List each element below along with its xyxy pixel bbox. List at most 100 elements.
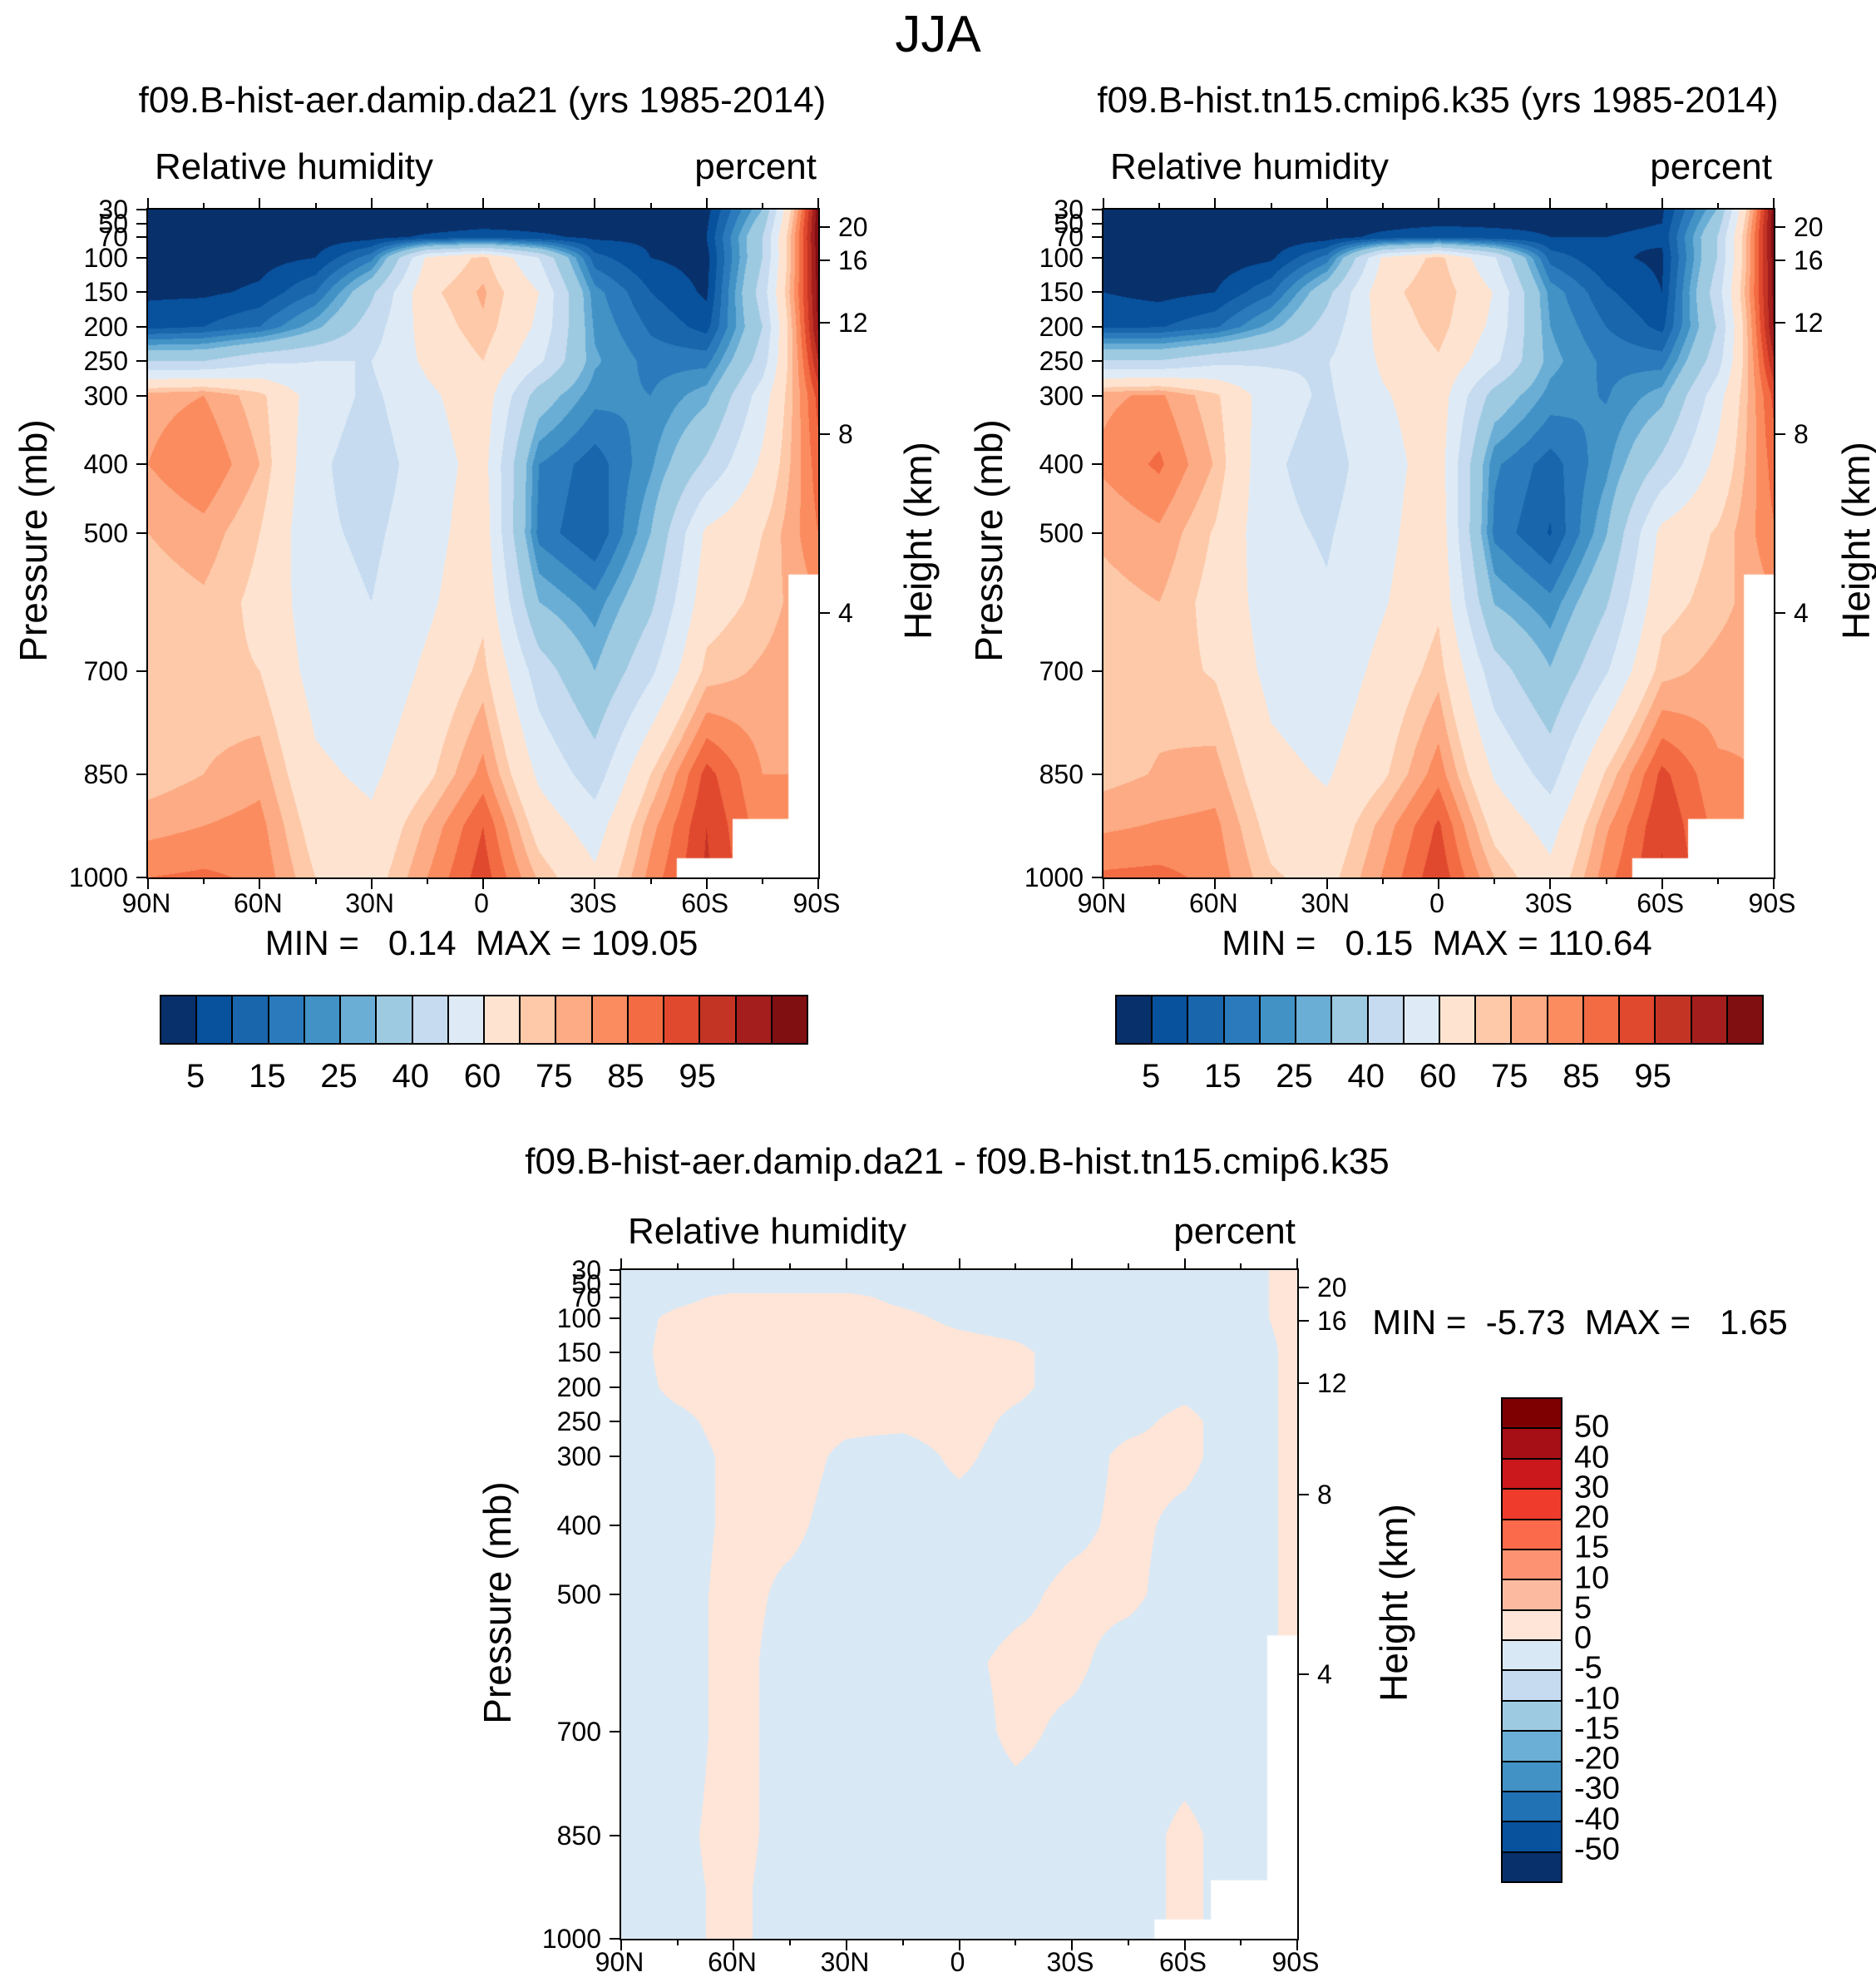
lat-tick bbox=[1605, 203, 1607, 210]
pressure-tick-label: 100 bbox=[1039, 242, 1084, 273]
colorbar-cell bbox=[626, 996, 664, 1043]
panel-b-units-label: percent bbox=[1650, 146, 1772, 187]
lat-tick bbox=[482, 877, 484, 889]
pressure-tick-label: 1000 bbox=[541, 1923, 601, 1954]
pressure-tick-label: 700 bbox=[83, 655, 128, 686]
lat-tick bbox=[620, 1258, 622, 1270]
colorbar-tick-label: 25 bbox=[320, 1058, 358, 1095]
colorbar-cell bbox=[303, 996, 340, 1043]
lat-tick bbox=[1270, 877, 1272, 884]
pressure-tick-label: 700 bbox=[556, 1717, 601, 1747]
height-tick bbox=[1297, 1381, 1309, 1384]
pressure-tick bbox=[610, 1834, 621, 1836]
lat-tick bbox=[1549, 877, 1552, 889]
pressure-tick-label: 30 bbox=[1054, 194, 1084, 225]
pressure-tick-label: 70 bbox=[571, 1282, 601, 1312]
colorbar-tick-label: -30 bbox=[1574, 1771, 1620, 1807]
plot-frame-a: 30 50 70 100 150 200 250 300 400 500 700 850 1000 20 1… bbox=[69, 196, 868, 891]
pressure-tick bbox=[1092, 394, 1103, 397]
colorbar-cell bbox=[1510, 996, 1547, 1043]
lat-tick-label: 0 bbox=[950, 1947, 965, 1977]
pressure-tick-label: 200 bbox=[83, 311, 128, 342]
colorbar-cell bbox=[1503, 1851, 1561, 1881]
lat-tick bbox=[789, 1263, 792, 1270]
lat-tick bbox=[958, 1939, 960, 1950]
pressure-tick bbox=[610, 1317, 621, 1320]
colorbar-cell bbox=[1503, 1730, 1561, 1761]
colorbar-tick-label: 25 bbox=[1276, 1058, 1313, 1095]
lat-tick bbox=[705, 198, 708, 210]
lat-tick bbox=[1493, 203, 1496, 210]
colorbar-cell bbox=[339, 996, 376, 1043]
colorbar-tick-label: 60 bbox=[1419, 1058, 1457, 1095]
colorbar-tick-label: 40 bbox=[1347, 1058, 1385, 1095]
colorbar-cell bbox=[1654, 996, 1691, 1043]
colorbar-tick-label: -40 bbox=[1574, 1802, 1620, 1836]
colorbar-cell bbox=[1690, 996, 1726, 1043]
colorbar-diff-labels: 50 40 30 20 15 10 5 0 -5 -10 -15 -20 -30 -40 -50 bbox=[1501, 1397, 1620, 1880]
lat-tick bbox=[901, 1939, 904, 1945]
lat-tick bbox=[1716, 877, 1719, 884]
height-tick bbox=[1297, 1494, 1309, 1496]
pressure-tick-label: 30 bbox=[571, 1254, 601, 1285]
lat-tick bbox=[1326, 877, 1328, 889]
pressure-tick-label: 200 bbox=[1039, 311, 1084, 342]
colorbar-cell bbox=[1151, 996, 1187, 1043]
lat-tick bbox=[789, 1939, 792, 1945]
pressure-tick bbox=[1092, 209, 1103, 210]
panel-a-field-label: Relative humidity bbox=[155, 146, 434, 187]
colorbar-cell bbox=[1503, 1518, 1561, 1549]
contour-canvas-a bbox=[148, 210, 818, 877]
colorbar-cell bbox=[482, 996, 520, 1043]
lat-axis-a: 90N 60N 30N 0 30S 60S 90S bbox=[122, 888, 841, 923]
lat-tick bbox=[649, 877, 652, 884]
lat-tick bbox=[817, 877, 819, 889]
pressure-tick bbox=[136, 222, 148, 225]
pressure-tick-label: 250 bbox=[83, 345, 128, 376]
lat-tick-label: 60S bbox=[1159, 1947, 1207, 1977]
height-axis-title-a: Height (km) bbox=[896, 442, 940, 640]
height-tick-label: 12 bbox=[1794, 307, 1824, 338]
colorbar-cell bbox=[1503, 1821, 1561, 1851]
lat-tick bbox=[1070, 1939, 1073, 1950]
pressure-tick-label: 300 bbox=[1039, 380, 1084, 411]
pressure-tick bbox=[136, 209, 148, 210]
colorbar-cell bbox=[1503, 1790, 1561, 1821]
colorbar-tick-label: 60 bbox=[463, 1058, 501, 1095]
lat-tick bbox=[1605, 877, 1607, 884]
pressure-tick bbox=[136, 463, 148, 466]
pressure-tick bbox=[610, 1283, 621, 1285]
height-tick-label: 4 bbox=[1317, 1658, 1332, 1689]
colorbar-tick-label: 5 bbox=[1141, 1058, 1161, 1095]
colorbar-cell bbox=[161, 996, 196, 1043]
pressure-tick bbox=[1092, 877, 1103, 878]
colorbar-b bbox=[1115, 995, 1764, 1045]
colorbar-tick-label: 15 bbox=[249, 1058, 286, 1095]
height-tick-label: 20 bbox=[838, 211, 868, 242]
pressure-tick bbox=[1092, 256, 1103, 259]
colorbar-cell bbox=[1503, 1457, 1561, 1489]
pressure-tick-label: 400 bbox=[556, 1510, 601, 1540]
lat-tick bbox=[1183, 1258, 1186, 1270]
colorbar-tick-label: 95 bbox=[679, 1058, 716, 1095]
lat-tick-label: 30S bbox=[1046, 1947, 1094, 1977]
colorbar-cell bbox=[1503, 1579, 1561, 1609]
height-tick-label: 16 bbox=[838, 245, 868, 276]
pressure-tick-label: 850 bbox=[1039, 759, 1084, 789]
lat-tick bbox=[1326, 198, 1328, 210]
minmax-diff: MIN = -5.73 MAX = 1.65 bbox=[1372, 1302, 1788, 1342]
pressure-tick bbox=[1092, 670, 1103, 672]
pressure-tick-label: 400 bbox=[1039, 449, 1084, 480]
pressure-tick bbox=[610, 1297, 621, 1299]
pressure-tick bbox=[1092, 291, 1103, 294]
colorbar-tick-label: -50 bbox=[1574, 1831, 1620, 1867]
pressure-tick bbox=[136, 773, 148, 775]
contour-canvas-b bbox=[1103, 210, 1774, 877]
height-tick-label: 12 bbox=[838, 307, 868, 338]
plot-frame-diff: 30 50 70 100 150 200 250 300 400 500 700 850 1000 20 1… bbox=[542, 1257, 1347, 1952]
colorbar-cell bbox=[195, 996, 232, 1043]
colorbar-tick-label: 30 bbox=[1574, 1470, 1610, 1505]
height-tick bbox=[818, 432, 830, 435]
colorbar-tick-label: 10 bbox=[1574, 1560, 1610, 1595]
colorbar-cell bbox=[1402, 996, 1439, 1043]
